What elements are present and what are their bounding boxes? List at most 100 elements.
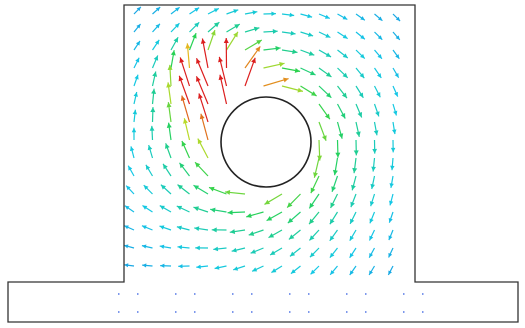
velocity-arrow (178, 264, 190, 269)
arrow-shaft (179, 57, 191, 87)
arrow-head (176, 225, 182, 231)
velocity-arrow (251, 265, 264, 272)
velocity-arrow (133, 6, 142, 15)
arrow-head (210, 30, 216, 36)
arrow-head (160, 263, 165, 268)
arrow-head (342, 34, 348, 39)
velocity-arrow (198, 93, 209, 123)
arrow-head (342, 15, 348, 20)
arrow-head (177, 184, 183, 190)
velocity-arrow (193, 184, 209, 195)
arrow-head (325, 33, 331, 38)
velocity-arrow (160, 184, 172, 195)
arrow-head (393, 110, 398, 116)
arrow-head (179, 57, 185, 63)
velocity-arrow (149, 125, 155, 141)
arrow-head (134, 74, 139, 80)
velocity-arrow (317, 139, 323, 161)
velocity-arrow (286, 193, 301, 209)
arrow-head (211, 227, 217, 233)
velocity-arrow (218, 56, 228, 87)
arrow-head (196, 76, 201, 82)
arrow-head (152, 71, 158, 77)
arrow-head (193, 185, 200, 190)
arrow-head (213, 8, 219, 13)
arrow-head (210, 207, 216, 213)
velocity-arrow (195, 58, 209, 87)
arrow-head (388, 218, 393, 223)
velocity-arrow (336, 121, 344, 139)
arrow-head (393, 91, 398, 97)
arrow-head (360, 16, 365, 21)
arrow-head (142, 205, 148, 210)
arrow-head (255, 46, 261, 52)
velocity-arrow (388, 211, 394, 223)
velocity-arrow (214, 265, 227, 270)
velocity-arrow (329, 265, 338, 276)
arrow-head (375, 111, 380, 117)
velocity-arrow (287, 211, 301, 224)
velocity-arrow (152, 39, 160, 51)
arrow-head (325, 92, 332, 98)
velocity-arrow (244, 39, 263, 51)
velocity-arrow (189, 7, 200, 15)
velocity-arrow (188, 32, 197, 51)
velocity-arrow (337, 13, 348, 21)
velocity-arrow (331, 175, 339, 192)
arrow-head (124, 263, 129, 268)
velocity-arrow (213, 246, 227, 252)
velocity-arrow (351, 175, 357, 191)
velocity-arrow (263, 46, 281, 52)
velocity-arrow (132, 109, 138, 123)
velocity-arrow (369, 193, 376, 207)
velocity-arrow (167, 64, 173, 87)
arrow-head (264, 199, 271, 205)
arrow-head (159, 225, 165, 230)
velocity-arrow (133, 91, 138, 105)
velocity-arrow (355, 103, 363, 118)
arrow-head (290, 30, 296, 36)
arrow-head (311, 91, 317, 96)
arrow-head (173, 37, 179, 43)
velocity-arrow (125, 185, 135, 195)
velocity-arrow (318, 31, 331, 39)
velocity-arrow (329, 229, 338, 242)
velocity-arrow (387, 265, 394, 276)
velocity-arrow (332, 157, 339, 176)
velocity-arrow (373, 103, 380, 117)
arrow-head (142, 263, 147, 268)
arrow-head (358, 92, 364, 98)
velocity-arrow (244, 10, 258, 15)
velocity-arrow (133, 74, 139, 87)
velocity-arrow (308, 193, 320, 209)
arrow-head (149, 125, 155, 131)
arrow-head (351, 184, 356, 191)
velocity-arrow (352, 157, 358, 174)
velocity-arrow (368, 265, 376, 276)
velocity-arrow (162, 163, 172, 177)
arrow-head (394, 72, 399, 78)
velocity-arrow (159, 225, 172, 231)
arrow-head (329, 235, 335, 241)
velocity-arrow (355, 121, 361, 137)
velocity-arrow (211, 227, 227, 233)
velocity-arrow (392, 67, 400, 79)
velocity-arrow (308, 229, 320, 241)
velocity-arrow (176, 225, 190, 231)
arrow-head (133, 91, 138, 97)
velocity-arrow (268, 229, 283, 239)
arrow-head (231, 247, 237, 253)
arrow-head (288, 234, 295, 240)
velocity-arrow (392, 121, 397, 135)
velocity-arrow (207, 21, 220, 33)
arrow-head (252, 267, 258, 272)
arrow-head (308, 51, 315, 56)
velocity-arrow (372, 139, 378, 154)
arrow-head (196, 58, 201, 64)
arrow-head (166, 82, 172, 88)
arrow-head (271, 11, 276, 17)
velocity-arrow (178, 75, 191, 105)
arrow-head (275, 46, 281, 52)
velocity-arrow (151, 71, 158, 87)
arrow-head (338, 133, 344, 139)
